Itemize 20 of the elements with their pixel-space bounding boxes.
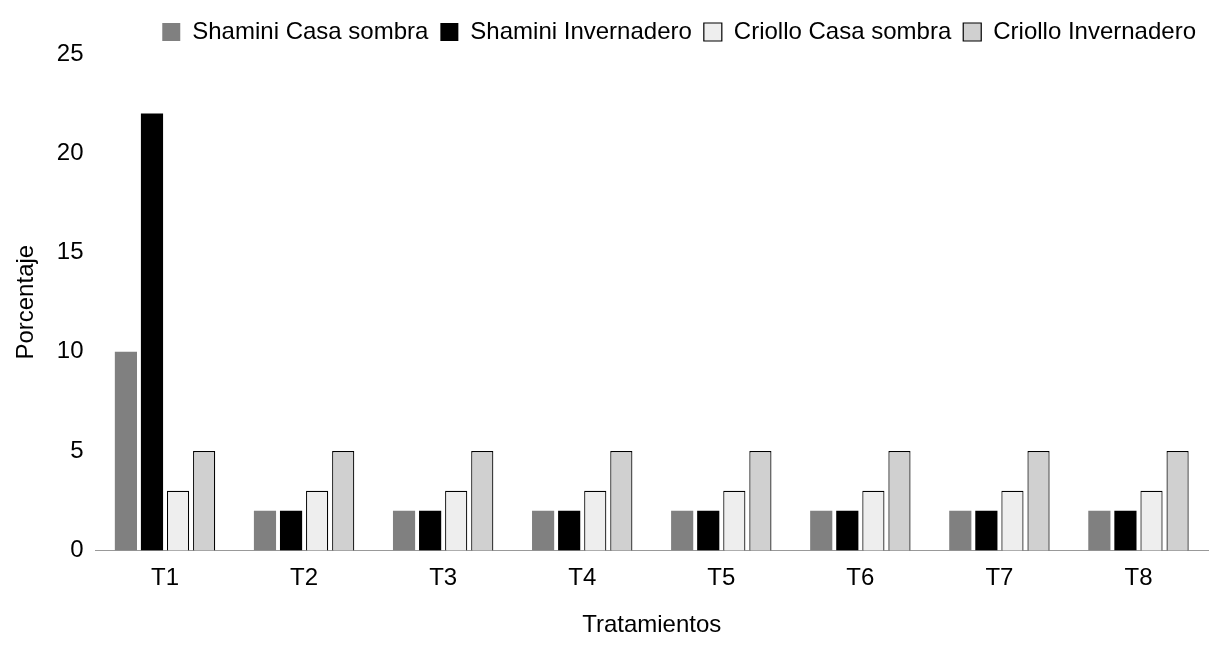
x-tick-label: T7 bbox=[985, 563, 1014, 591]
x-tick-label: T5 bbox=[707, 563, 736, 591]
legend-label: Shamini Invernadero bbox=[470, 16, 692, 44]
legend-label: Criollo Invernadero bbox=[993, 16, 1197, 44]
legend-label: Shamini Casa sombra bbox=[192, 16, 430, 44]
x-tick-label: T2 bbox=[290, 563, 319, 591]
y-tick-label: 10 bbox=[56, 336, 84, 364]
y-tick-label: 25 bbox=[56, 38, 84, 66]
y-tick-label: 5 bbox=[70, 435, 84, 463]
x-tick-label: T1 bbox=[151, 563, 180, 591]
legend-label: Criollo Casa sombra bbox=[733, 16, 952, 44]
x-tick-label: T8 bbox=[1124, 563, 1153, 591]
x-tick-label: T4 bbox=[568, 563, 597, 591]
y-tick-label: 0 bbox=[70, 535, 84, 563]
y-axis-title: Porcentaje bbox=[11, 244, 39, 360]
x-tick-label: T6 bbox=[846, 563, 875, 591]
y-tick-label: 20 bbox=[56, 137, 84, 165]
y-tick-label: 15 bbox=[56, 237, 84, 265]
x-tick-label: T3 bbox=[429, 563, 458, 591]
x-axis-title: Tratamientos bbox=[582, 610, 722, 638]
